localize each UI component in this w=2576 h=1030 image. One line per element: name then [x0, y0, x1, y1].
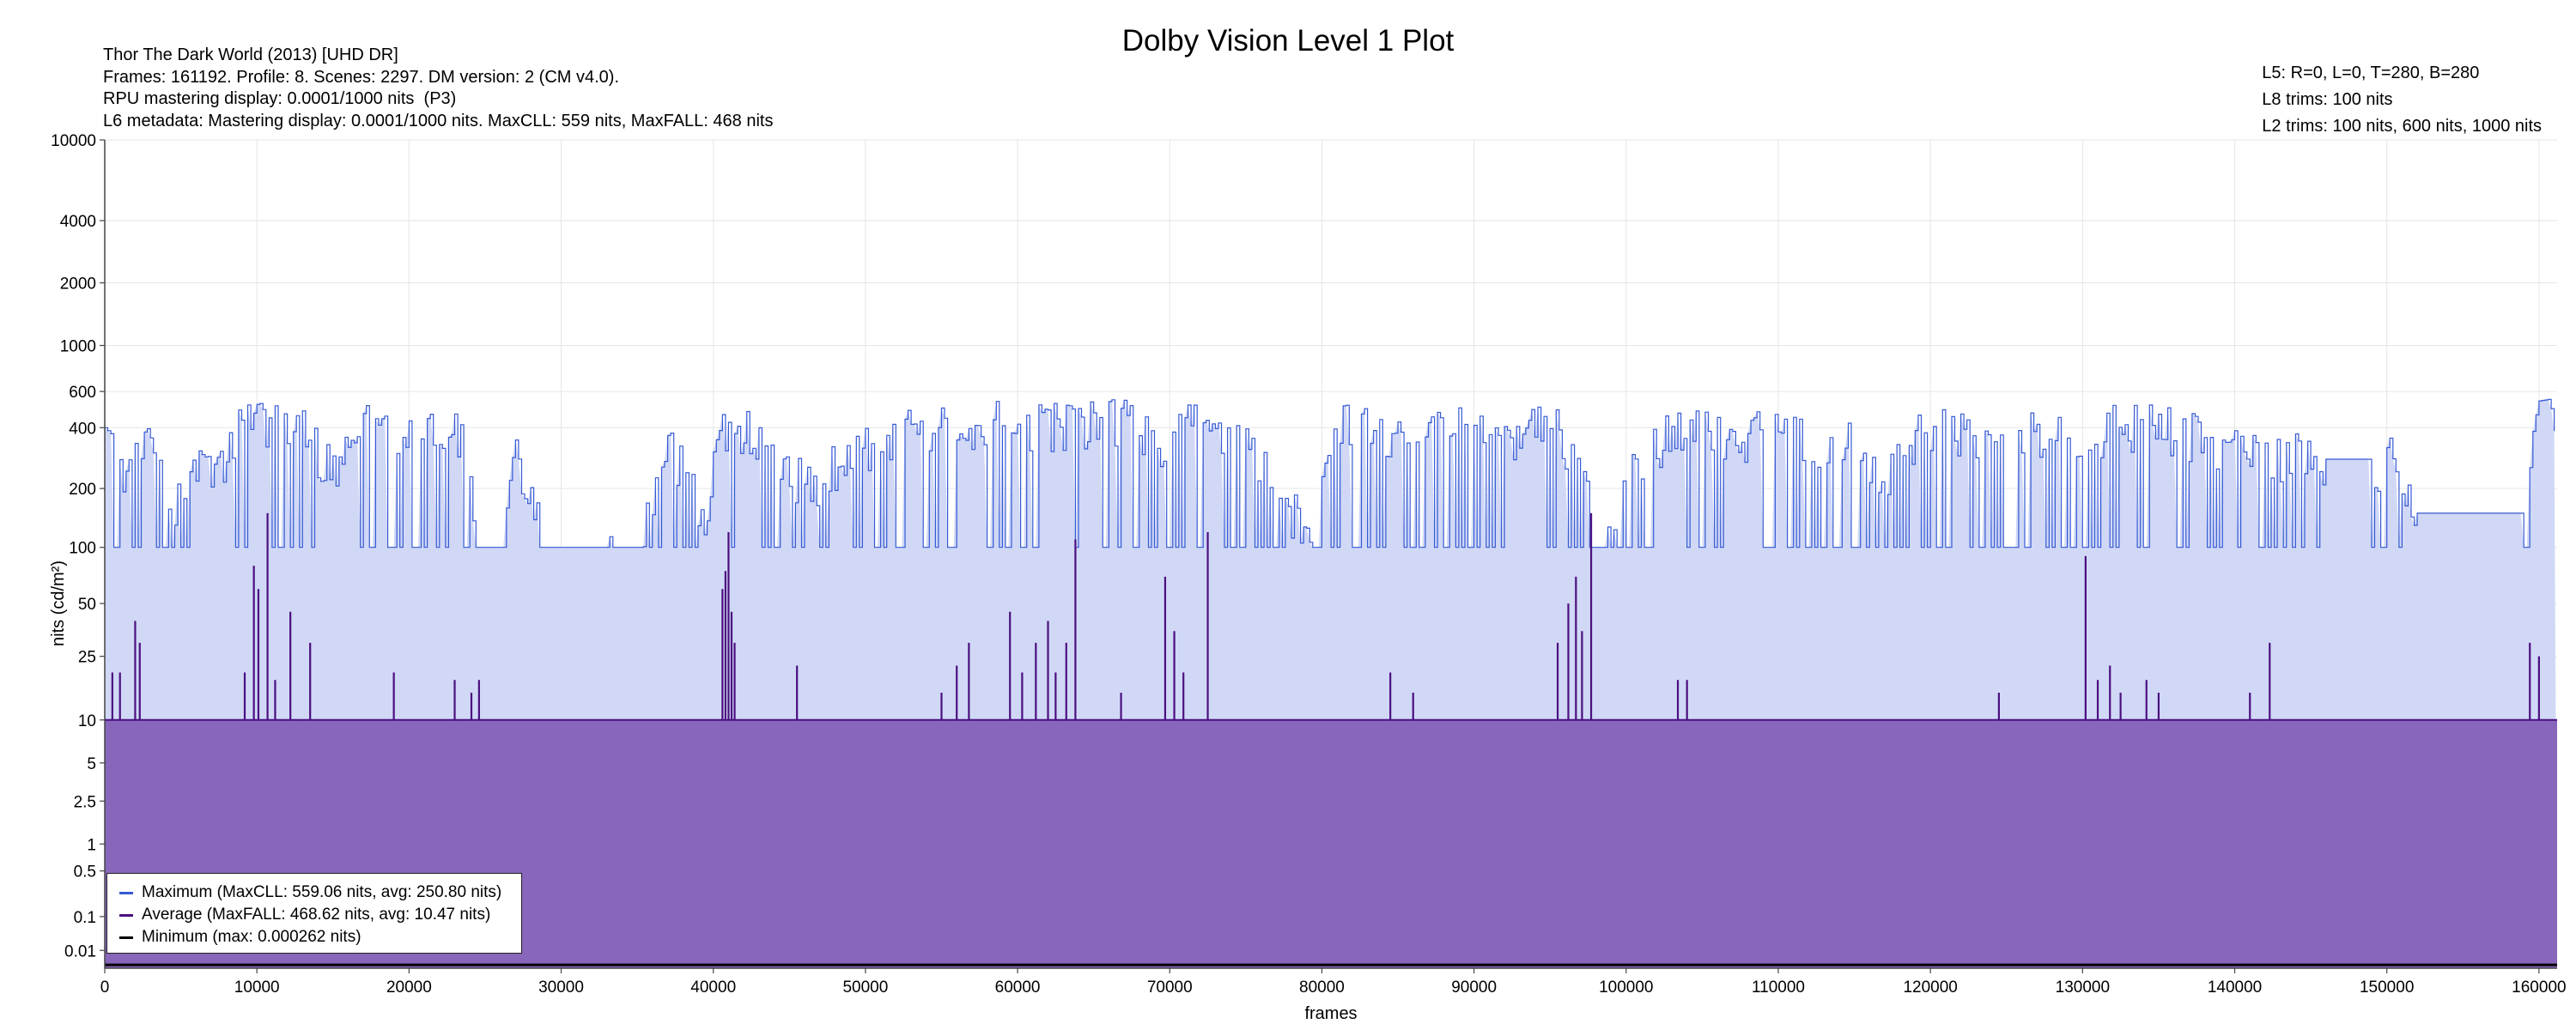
y-tick-label: 200 [69, 481, 96, 499]
x-tick-label: 30000 [538, 978, 584, 997]
x-axis-label: frames [1304, 1004, 1357, 1023]
y-tick-label: 2000 [60, 276, 96, 294]
x-tick-label: 10000 [234, 978, 280, 997]
legend-swatch-average [119, 913, 133, 917]
y-tick-label: 1000 [60, 337, 96, 355]
x-tick-label: 150000 [2360, 978, 2414, 997]
y-tick-label: 600 [69, 384, 96, 402]
y-tick-label: 400 [69, 420, 96, 438]
y-tick-labels: 0.01 0.1 0.5 1 2.5 5 10 25 50 100 200 400 600 1000 200… [51, 132, 105, 960]
x-tick-label: 40000 [690, 978, 736, 997]
x-tick-label: 90000 [1451, 978, 1497, 997]
legend-label-minimum: Minimum (max: 0.000262 nits) [142, 928, 361, 946]
info-line-l8: L8 trims: 100 nits [2262, 90, 2393, 109]
info-line-l6: L6 metadata: Mastering display: 0.0001/1… [103, 111, 774, 130]
x-tick-label: 20000 [386, 978, 432, 997]
y-tick-label: 25 [78, 649, 96, 667]
y-tick-label: 4000 [60, 213, 96, 231]
y-tick-label: 2.5 [74, 793, 96, 811]
x-tick-label: 160000 [2512, 978, 2566, 997]
y-tick-label: 0.5 [74, 863, 96, 882]
info-line-frames: Frames: 161192. Profile: 8. Scenes: 2297… [103, 67, 619, 87]
legend-label-average: Average (MaxFALL: 468.62 nits, avg: 10.4… [142, 906, 491, 924]
chart-legend: Maximum (MaxCLL: 559.06 nits, avg: 250.8… [106, 873, 522, 954]
metadata-info-right: L5: R=0, L=0, T=280, B=280 L8 trims: 100… [2262, 60, 2542, 140]
legend-swatch-maximum [119, 891, 133, 894]
metadata-info-left: Thor The Dark World (2013) [UHD DR] Fram… [103, 45, 773, 132]
y-tick-label: 1 [87, 836, 96, 854]
x-tick-label: 140000 [2208, 978, 2262, 997]
x-tick-label: 60000 [995, 978, 1041, 997]
y-axis-label: nits (cd/m²) [49, 560, 68, 646]
x-tick-label: 80000 [1299, 978, 1345, 997]
y-tick-label: 0.1 [74, 909, 96, 927]
y-tick-label: 100 [69, 540, 96, 558]
y-tick-label: 10 [78, 712, 96, 730]
info-line-source: Thor The Dark World (2013) [UHD DR] [103, 45, 398, 64]
y-tick-label: 50 [78, 596, 96, 614]
average-spikes [111, 512, 2540, 720]
y-tick-label: 10000 [51, 132, 96, 150]
x-tick-label: 100000 [1599, 978, 1653, 997]
x-tick-label: 110000 [1752, 978, 1805, 997]
info-line-l2: L2 trims: 100 nits, 600 nits, 1000 nits [2262, 117, 2542, 136]
legend-swatch-minimum [119, 936, 133, 939]
x-tick-label: 50000 [842, 978, 888, 997]
x-tick-label: 120000 [1903, 978, 1957, 997]
legend-label-maximum: Maximum (MaxCLL: 559.06 nits, avg: 250.8… [142, 883, 502, 901]
legend-item-average: Average (MaxFALL: 468.62 nits, avg: 10.4… [119, 905, 490, 925]
x-tick-label: 70000 [1147, 978, 1193, 997]
x-tick-label: 130000 [2056, 978, 2110, 997]
x-tick-labels: 0 10000 20000 30000 40000 50000 60000 70000 8000… [100, 968, 2567, 997]
maximum-series-line [105, 398, 2555, 548]
chart-title: Dolby Vision Level 1 Plot [1121, 24, 1455, 58]
y-tick-label: 0.01 [64, 942, 96, 960]
legend-item-maximum: Maximum (MaxCLL: 559.06 nits, avg: 250.8… [119, 882, 501, 903]
legend-item-minimum: Minimum (max: 0.000262 nits) [119, 927, 361, 948]
info-line-rpu: RPU mastering display: 0.0001/1000 nits … [103, 89, 457, 108]
info-line-l5: L5: R=0, L=0, T=280, B=280 [2262, 64, 2480, 82]
y-tick-label: 5 [87, 755, 96, 773]
x-tick-label: 0 [100, 978, 110, 997]
